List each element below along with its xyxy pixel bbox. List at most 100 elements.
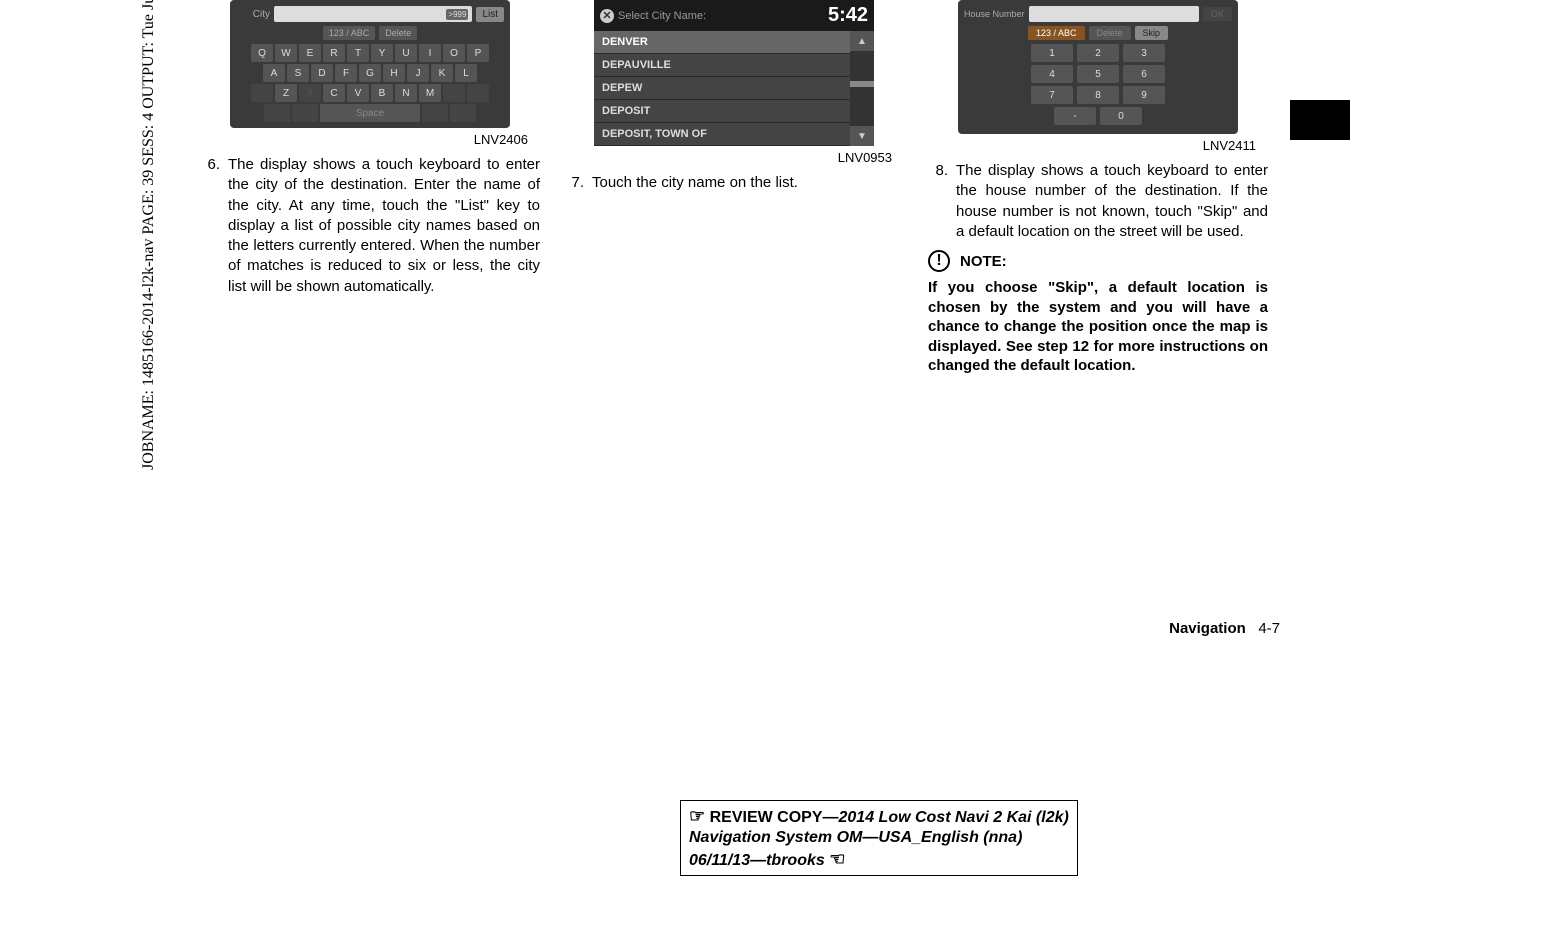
step-6-number: 6. — [200, 155, 220, 297]
numkey-2[interactable]: 2 — [1077, 44, 1119, 62]
hand-right-icon: ☞ — [689, 806, 705, 826]
screenshot-house-number: House Number OK 123 / ABC Delete Skip 1 … — [958, 0, 1238, 134]
numkey-9[interactable]: 9 — [1123, 86, 1165, 104]
key-g[interactable]: G — [359, 64, 381, 82]
step-8-number: 8. — [928, 161, 948, 242]
numkey-8[interactable]: 8 — [1077, 86, 1119, 104]
delete-button[interactable]: Delete — [1089, 26, 1131, 40]
page-footer: Navigation 4-7 — [1169, 620, 1280, 637]
key-t[interactable]: T — [347, 44, 369, 62]
figure-caption-1: LNV2406 — [200, 132, 528, 147]
column-1: City >999 List 123 / ABC Delete Q W E R … — [200, 0, 540, 376]
key-q[interactable]: Q — [251, 44, 273, 62]
key-f[interactable]: F — [335, 64, 357, 82]
city-item-depew[interactable]: DEPEW — [594, 77, 850, 100]
step-6-text: The display shows a touch keyboard to en… — [228, 155, 540, 297]
key-d[interactable]: D — [311, 64, 333, 82]
footer-page: 4-7 — [1258, 620, 1280, 637]
key-space[interactable]: Space — [320, 104, 420, 122]
key-i[interactable]: I — [419, 44, 441, 62]
scroll-thumb[interactable] — [850, 81, 874, 87]
numkey-5[interactable]: 5 — [1077, 65, 1119, 83]
figure-caption-3: LNV2411 — [928, 138, 1256, 153]
key-b[interactable]: B — [371, 84, 393, 102]
match-count-badge: >999 — [446, 9, 468, 20]
review-line1c: (l2k) — [1036, 809, 1069, 826]
delete-button[interactable]: Delete — [379, 26, 417, 40]
key-c[interactable]: C — [323, 84, 345, 102]
column-3: House Number OK 123 / ABC Delete Skip 1 … — [928, 0, 1268, 376]
key-right-blank2 — [450, 104, 476, 122]
key-comma: , — [443, 84, 465, 102]
edge-tab — [1290, 100, 1350, 140]
key-right-blank — [422, 104, 448, 122]
skip-button[interactable]: Skip — [1135, 26, 1169, 40]
key-r[interactable]: R — [323, 44, 345, 62]
job-sidetext: JOBNAME: 1485166-2014-l2k-nav PAGE: 39 S… — [140, 0, 158, 470]
scroll-track[interactable] — [850, 51, 874, 126]
hand-left-icon: ☜ — [829, 849, 845, 869]
key-h[interactable]: H — [383, 64, 405, 82]
page-content: City >999 List 123 / ABC Delete Q W E R … — [200, 0, 1280, 860]
review-copy-box: ☞ REVIEW COPY—2014 Low Cost Navi 2 Kai (… — [680, 800, 1078, 876]
step-7-text: Touch the city name on the list. — [592, 173, 798, 193]
numkey-7[interactable]: 7 — [1031, 86, 1073, 104]
review-line1b: 2014 Low Cost Navi 2 Kai — [839, 809, 1032, 826]
city-item-deposit[interactable]: DEPOSIT — [594, 100, 850, 123]
key-v[interactable]: V — [347, 84, 369, 102]
key-s[interactable]: S — [287, 64, 309, 82]
city-item-deposit-town[interactable]: DEPOSIT, TOWN OF — [594, 123, 850, 146]
key-n[interactable]: N — [395, 84, 417, 102]
key-z[interactable]: Z — [275, 84, 297, 102]
note-body: If you choose "Skip", a default location… — [928, 278, 1268, 376]
key-w[interactable]: W — [275, 44, 297, 62]
review-line3: 06/11/13—tbrooks — [689, 852, 825, 869]
review-line2a: Navigation System OM—USA_English — [689, 829, 979, 846]
key-left-blank — [264, 104, 290, 122]
step-7-number: 7. — [564, 173, 584, 193]
key-m[interactable]: M — [419, 84, 441, 102]
scroll-down-button[interactable]: ▼ — [850, 126, 874, 146]
key-a[interactable]: A — [263, 64, 285, 82]
city-item-denver[interactable]: DENVER — [594, 31, 850, 54]
close-icon[interactable]: ✕ — [600, 9, 614, 23]
house-number-input[interactable] — [1029, 6, 1199, 22]
city-field-label: City — [236, 9, 270, 20]
mode-toggle-button[interactable]: 123 / ABC — [323, 26, 376, 40]
clock-display: 5:42 — [828, 4, 868, 27]
mode-toggle-button[interactable]: 123 / ABC — [1028, 26, 1085, 40]
numkey-dash[interactable]: - — [1054, 107, 1096, 125]
key-e[interactable]: E — [299, 44, 321, 62]
key-x: X — [299, 84, 321, 102]
key-left-blank2 — [292, 104, 318, 122]
list-button[interactable]: List — [476, 7, 504, 22]
city-item-depauville[interactable]: DEPAUVILLE — [594, 54, 850, 77]
screenshot-city-keyboard: City >999 List 123 / ABC Delete Q W E R … — [230, 0, 510, 128]
city-input[interactable]: >999 — [274, 6, 472, 22]
footer-section: Navigation — [1169, 620, 1246, 637]
ok-button[interactable]: OK — [1203, 7, 1232, 21]
key-y[interactable]: Y — [371, 44, 393, 62]
key-p[interactable]: P — [467, 44, 489, 62]
house-number-label: House Number — [964, 9, 1025, 19]
key-u[interactable]: U — [395, 44, 417, 62]
list-title: Select City Name: — [618, 10, 706, 22]
key-l[interactable]: L — [455, 64, 477, 82]
key-period: . — [467, 84, 489, 102]
numkey-4[interactable]: 4 — [1031, 65, 1073, 83]
numkey-6[interactable]: 6 — [1123, 65, 1165, 83]
column-2: ✕ Select City Name: 5:42 DENVER DEPAUVIL… — [564, 0, 904, 376]
figure-caption-2: LNV0953 — [564, 150, 892, 165]
scroll-up-button[interactable]: ▲ — [850, 31, 874, 51]
key-k[interactable]: K — [431, 64, 453, 82]
review-line2b: (nna) — [983, 829, 1022, 846]
numkey-0[interactable]: 0 — [1100, 107, 1142, 125]
key-o[interactable]: O — [443, 44, 465, 62]
step-8-text: The display shows a touch keyboard to en… — [956, 161, 1268, 242]
note-label: NOTE: — [960, 253, 1007, 270]
review-line1a: REVIEW COPY— — [710, 809, 839, 826]
key-dash: - — [251, 84, 273, 102]
key-j[interactable]: J — [407, 64, 429, 82]
numkey-3[interactable]: 3 — [1123, 44, 1165, 62]
numkey-1[interactable]: 1 — [1031, 44, 1073, 62]
